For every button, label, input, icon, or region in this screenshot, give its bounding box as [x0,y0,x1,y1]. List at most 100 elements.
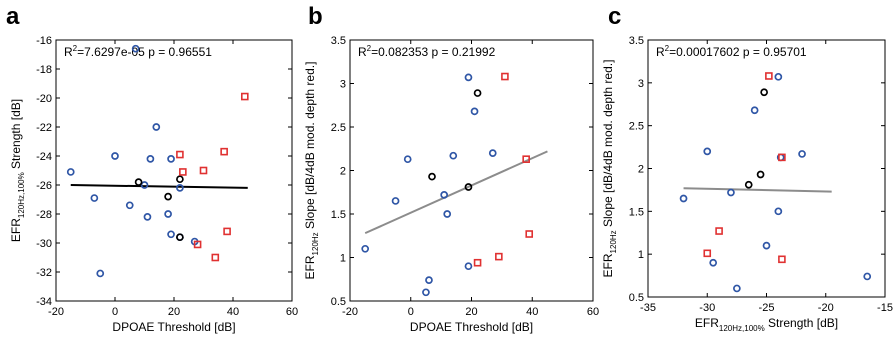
y-tick-label: -28 [36,209,52,221]
x-tick-label: -20 [818,302,834,314]
data-point-circle [403,155,412,164]
y-tick-label: 3 [638,78,644,90]
r-squared-annotation: R2=0.00017602 p = 0.95701 [656,44,807,59]
x-tick-label: -15 [877,302,893,314]
data-point-square [522,155,530,163]
y-tick-label: 3 [340,79,346,91]
data-point-circle [756,170,765,179]
data-point-square [193,240,202,249]
data-point-square [778,153,786,162]
y-tick-label: -16 [36,35,52,47]
data-point-circle [176,175,184,184]
y-tick-label: 0.5 [629,292,644,304]
data-point-square [715,227,723,235]
x-tick-label: -30 [699,302,715,314]
data-point-square [211,253,220,262]
y-axis-label: EFR120Hz Slope [dB/4dB mod. depth red.] [303,62,320,280]
data-point-circle [473,89,482,97]
y-tick-label: -22 [36,122,52,134]
data-point-circle [760,88,768,97]
data-point-circle [391,197,400,205]
y-tick-label: 3.5 [629,35,644,47]
data-point-circle [164,210,172,218]
data-point-circle [679,194,688,203]
data-point-circle [464,262,473,271]
data-point-circle [143,213,152,221]
data-point-circle [733,284,741,293]
data-point-square [778,255,786,264]
data-point-circle [164,192,172,201]
data-point-circle [96,269,105,278]
y-tick-label: 2 [638,164,644,176]
data-point-circle [443,210,452,218]
data-point-circle [798,150,806,158]
data-point-circle [167,155,175,163]
data-point-square [703,249,712,258]
data-point-circle [167,230,175,239]
data-point-circle [361,244,370,253]
data-point-circle [425,276,433,284]
data-point-square [199,166,208,175]
x-tick-label: 60 [286,306,298,318]
data-point-circle [464,183,473,191]
x-tick-label: 0 [408,306,414,318]
data-point-circle [464,73,473,82]
y-tick-label: -24 [36,151,52,163]
y-tick-label: -30 [36,238,52,250]
axes-box [55,39,293,302]
y-tick-label: 2.5 [331,122,346,134]
x-tick-label: 40 [526,306,538,318]
panel-a: -20 0 20 40 60 -34 -32 -30 -28 -26 -24 -22 -20 -18 -16… [9,35,298,334]
panel-b-letter: b [308,3,323,30]
regression-line [683,187,832,193]
y-tick-label: 2 [340,166,346,178]
y-tick-label: -26 [36,180,52,192]
data-point-square [179,168,187,176]
data-point-circle [176,184,184,192]
regression-line [364,150,548,235]
y-tick-label: 0.5 [331,296,346,308]
data-point-circle [774,72,783,81]
x-tick-label: -35 [640,302,656,314]
data-point-circle [90,194,99,202]
data-point-square [501,72,509,81]
data-point-square [241,92,249,101]
x-axis-label: DPOAE Threshold [dB] [112,320,235,334]
data-point-circle [762,241,771,250]
data-point-circle [152,123,161,131]
data-point-circle [134,178,143,186]
data-point-circle [440,191,449,199]
y-tick-label: 1 [638,249,644,261]
data-point-circle [131,44,140,53]
data-point-circle [750,106,759,115]
y-tick-label: 3.5 [331,35,346,47]
data-point-circle [428,172,436,181]
data-point-circle [146,155,155,163]
data-point-circle [488,149,497,157]
y-axis-label: EFR120Hz,100% Strength [dB] [9,99,26,242]
y-tick-label: -18 [36,64,52,76]
data-point-square [220,147,228,156]
data-point-circle [727,188,735,197]
data-point-circle [774,207,783,216]
x-tick-label: 20 [168,306,180,318]
regression-line [70,184,248,189]
data-point-circle [709,258,718,267]
data-point-circle [125,201,134,210]
data-point-square [765,72,773,80]
r-squared-annotation: R2=7.6297e-05 p = 0.96551 [64,44,212,59]
x-tick-label: 20 [465,306,477,318]
data-point-circle [140,181,149,189]
y-tick-label: -34 [36,296,52,308]
r-squared-annotation: R2=0.082353 p = 0.21992 [358,44,496,59]
data-point-circle [449,151,458,160]
data-point-square [473,258,482,267]
x-axis-label: EFR120Hz,100% Strength [dB] [695,316,838,333]
y-tick-label: -32 [36,267,52,279]
x-tick-label: -25 [759,302,775,314]
y-tick-label: 1.5 [331,209,346,221]
data-point-circle [66,168,75,176]
x-tick-label: 60 [587,306,599,318]
y-tick-label: 1.5 [629,206,644,218]
